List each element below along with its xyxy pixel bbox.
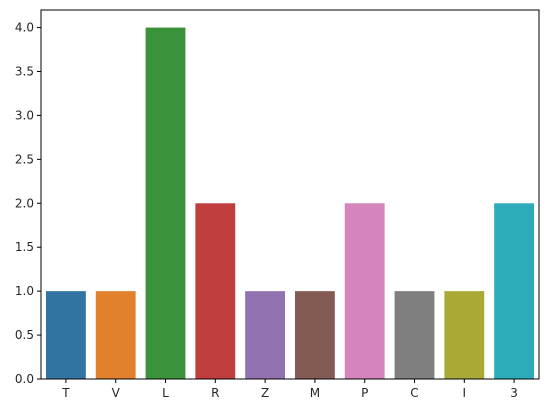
x-axis: T V L R Z M P C I 3 — [61, 379, 518, 400]
bar-T — [45, 291, 86, 379]
bars-group — [45, 27, 535, 379]
x-tick-label-V: V — [112, 386, 121, 400]
bar-3 — [494, 203, 535, 379]
y-tick-label-7: 3.5 — [15, 65, 34, 79]
bar-I — [444, 291, 485, 379]
bar-C — [394, 291, 435, 379]
x-tick-label-T: T — [61, 386, 70, 400]
y-tick-label-2: 1.0 — [15, 284, 34, 298]
bar-P — [344, 203, 385, 379]
y-tick-label-6: 3.0 — [15, 108, 34, 122]
plot-frame — [40, 9, 540, 380]
x-tick-label-L: L — [162, 386, 169, 400]
x-tick-label-I: I — [463, 386, 467, 400]
x-tick-label-R: R — [211, 386, 219, 400]
x-tick-label-3: 3 — [510, 386, 518, 400]
x-tick-label-M: M — [310, 386, 320, 400]
y-tick-label-5: 2.5 — [15, 152, 34, 166]
y-tick-label-3: 1.5 — [15, 240, 34, 254]
bar-R — [195, 203, 236, 379]
x-tick-label-P: P — [361, 386, 368, 400]
y-tick-label-1: 0.5 — [15, 328, 34, 342]
x-tick-label-C: C — [410, 386, 418, 400]
bar-L — [145, 27, 186, 379]
y-tick-label-8: 4.0 — [15, 21, 34, 35]
y-tick-label-4: 2.0 — [15, 196, 34, 210]
bar-M — [294, 291, 335, 379]
y-tick-label-0: 0.0 — [15, 372, 34, 386]
bar-Z — [245, 291, 286, 379]
y-axis: 0.0 0.5 1.0 1.5 2.0 2.5 3.0 3.5 4.0 — [15, 21, 41, 386]
x-tick-label-Z: Z — [261, 386, 269, 400]
bar-V — [95, 291, 136, 379]
